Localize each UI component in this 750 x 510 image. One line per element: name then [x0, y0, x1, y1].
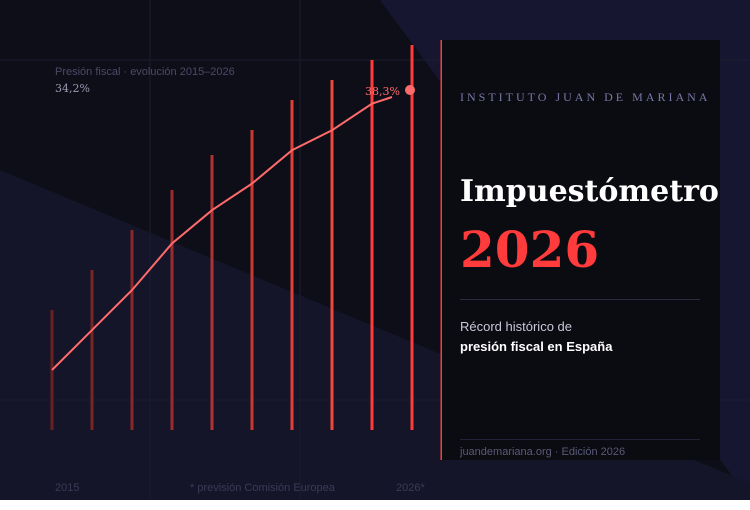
end-value-label: 38,3% [365, 85, 400, 98]
x-tick-start: 2015 [55, 482, 80, 494]
footnote: * previsión Comisión Europea [190, 482, 335, 494]
start-value-label: 34,2% [55, 82, 90, 95]
divider [460, 439, 700, 440]
institute-name: INSTITUTO JUAN DE MARIANA [460, 90, 711, 104]
title-panel: INSTITUTO JUAN DE MARIANA Impuestómetro … [442, 40, 720, 460]
subtitle-line-2: presión fiscal en España [460, 339, 613, 354]
trend-line [51, 96, 393, 371]
footer-link[interactable]: juandemariana.org · Edición 2026 [460, 446, 626, 458]
x-tick-end: 2026* [396, 482, 425, 494]
title-year: 2026 [460, 220, 600, 279]
chart-caption: Presión fiscal · evolución 2015–2026 [55, 66, 235, 78]
end-point-marker [405, 85, 415, 95]
divider [460, 299, 700, 300]
page-title: Impuestómetro [460, 174, 719, 209]
subtitle-line-1: Récord histórico de [460, 319, 572, 334]
